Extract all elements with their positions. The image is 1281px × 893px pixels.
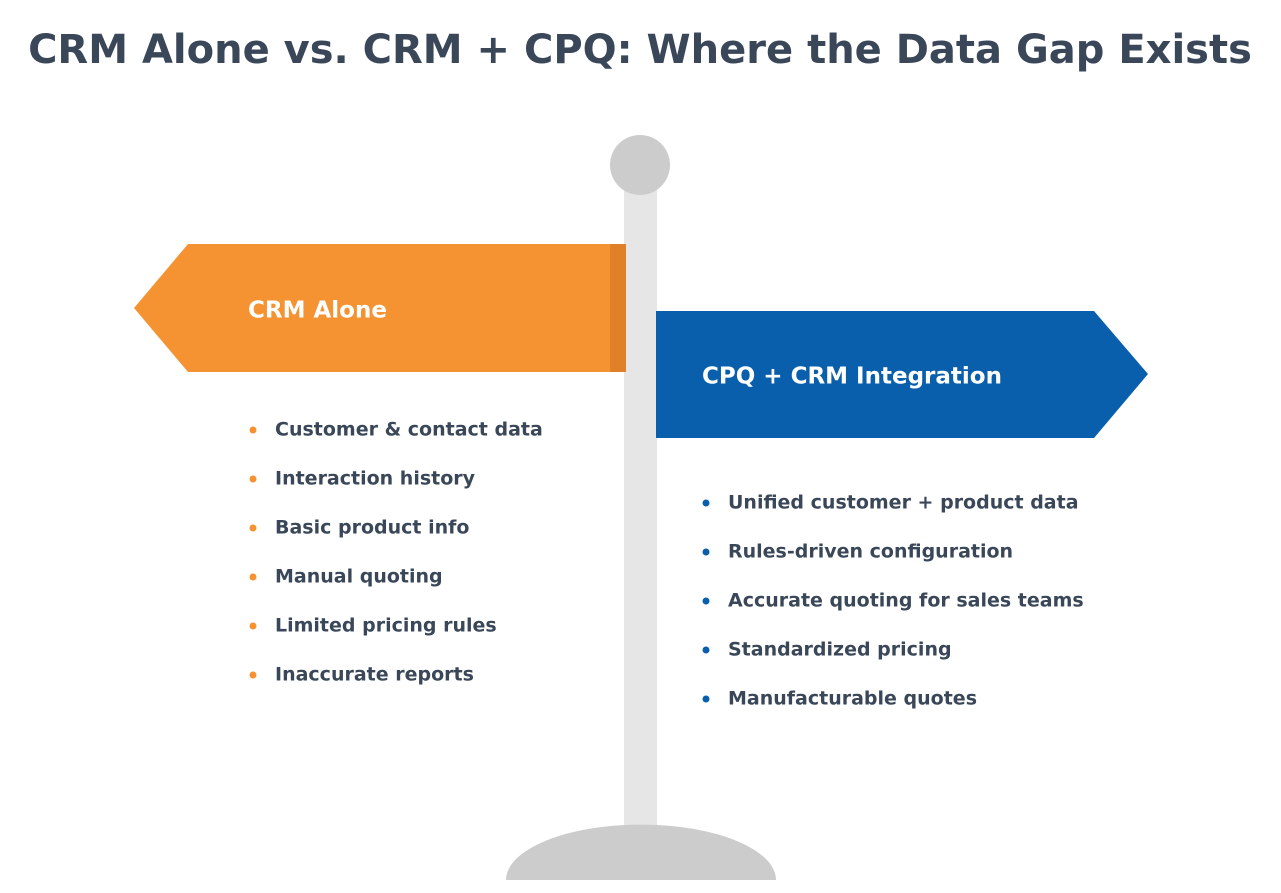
list-item: Limited pricing rules (275, 615, 497, 637)
post-base (506, 824, 776, 880)
lists: Customer & contact data Interaction histo… (249, 419, 1084, 710)
list-item: Customer & contact data (275, 419, 543, 441)
bullet (702, 548, 710, 556)
bullet (702, 597, 710, 605)
bullet (249, 426, 257, 434)
list-item: Manual quoting (275, 566, 443, 588)
bullet (702, 695, 710, 703)
bullet (702, 499, 710, 507)
left-sign (134, 244, 626, 372)
list-item: Accurate quoting for sales teams (728, 590, 1084, 612)
list-item: Unified customer + product data (728, 492, 1079, 514)
left-sign-shade (610, 244, 626, 372)
list-item: Interaction history (275, 468, 476, 490)
list-item: Basic product info (275, 517, 469, 539)
list-item: Manufacturable quotes (728, 688, 977, 710)
right-label: CPQ + CRM Integration (702, 364, 1002, 390)
left-label: CRM Alone (248, 298, 387, 324)
list-item: Rules-driven configuration (728, 541, 1013, 563)
bullet (702, 646, 710, 654)
right-sign (656, 311, 1148, 438)
post (624, 180, 657, 840)
bullet (249, 671, 257, 679)
bullet (249, 573, 257, 581)
bullet (249, 524, 257, 532)
list-item: Standardized pricing (728, 639, 952, 661)
list-item: Inaccurate reports (275, 664, 474, 686)
bullet (249, 475, 257, 483)
post-cap (610, 135, 670, 195)
title: CRM Alone vs. CRM + CPQ: Where the Data … (28, 27, 1252, 73)
bullet (249, 622, 257, 630)
